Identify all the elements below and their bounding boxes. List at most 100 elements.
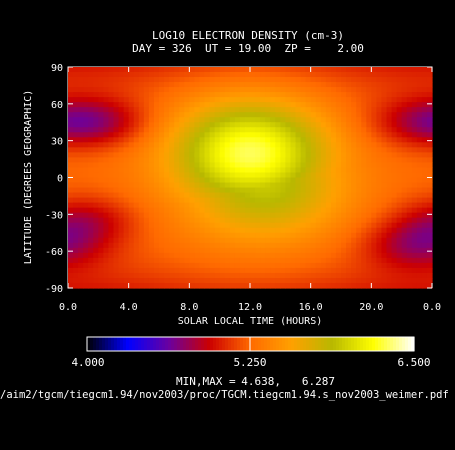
heatmap-cell bbox=[381, 232, 388, 239]
colorbar-swatch bbox=[192, 337, 196, 351]
heatmap-cell bbox=[295, 147, 302, 153]
heatmap-cell bbox=[406, 227, 413, 234]
heatmap-cell bbox=[174, 72, 180, 78]
y-axis-label: LATITUDE (DEGREES GEOGRAPHIC) bbox=[23, 90, 34, 265]
heatmap-cell bbox=[184, 67, 190, 73]
heatmap-cell bbox=[346, 152, 352, 159]
heatmap-cell bbox=[98, 72, 104, 78]
heatmap-cell bbox=[83, 207, 89, 214]
heatmap-cell bbox=[356, 242, 362, 249]
heatmap-cell bbox=[270, 127, 276, 133]
heatmap-cell bbox=[426, 122, 433, 128]
heatmap-cell bbox=[189, 277, 195, 284]
heatmap-cell bbox=[361, 247, 367, 254]
heatmap-cell bbox=[68, 222, 74, 229]
heatmap-cell bbox=[138, 167, 145, 174]
heatmap-cell bbox=[411, 267, 418, 274]
heatmap-cell bbox=[83, 232, 89, 239]
heatmap-cell bbox=[361, 162, 367, 169]
heatmap-cell bbox=[143, 182, 150, 189]
heatmap-cell bbox=[224, 67, 231, 73]
heatmap-cell bbox=[396, 87, 403, 93]
heatmap-cell bbox=[325, 82, 332, 88]
heatmap-cell bbox=[406, 222, 413, 229]
heatmap-cell bbox=[351, 182, 357, 189]
heatmap-cell bbox=[199, 192, 206, 199]
heatmap-cell bbox=[280, 222, 286, 229]
heatmap-cell bbox=[305, 87, 312, 93]
heatmap-cell bbox=[411, 172, 418, 179]
heatmap-cell bbox=[325, 162, 332, 169]
heatmap-cell bbox=[411, 232, 418, 239]
colorbar-swatch bbox=[189, 337, 193, 351]
heatmap-cell bbox=[93, 237, 99, 244]
heatmap-cell bbox=[148, 132, 155, 138]
heatmap-cell bbox=[401, 247, 408, 254]
heatmap-cell bbox=[376, 172, 383, 179]
heatmap-cell bbox=[361, 192, 367, 199]
heatmap-cell bbox=[184, 227, 190, 234]
heatmap-cell bbox=[295, 232, 302, 239]
heatmap-cell bbox=[401, 262, 408, 269]
heatmap-cell bbox=[391, 132, 398, 138]
heatmap-cell bbox=[83, 182, 89, 189]
heatmap-cell bbox=[320, 222, 327, 229]
heatmap-cell bbox=[391, 212, 398, 219]
heatmap-cell bbox=[103, 122, 110, 128]
heatmap-cell bbox=[138, 272, 145, 279]
heatmap-cell bbox=[224, 102, 231, 108]
heatmap-cell bbox=[260, 107, 266, 113]
heatmap-cell bbox=[366, 117, 372, 123]
heatmap-cell bbox=[305, 107, 312, 113]
heatmap-cell bbox=[108, 152, 115, 159]
heatmap-cell bbox=[376, 267, 383, 274]
heatmap-cell bbox=[159, 257, 165, 264]
heatmap-cell bbox=[396, 107, 403, 113]
heatmap-cell bbox=[421, 97, 428, 103]
heatmap-cell bbox=[108, 187, 115, 194]
heatmap-cell bbox=[391, 77, 398, 83]
heatmap-cell bbox=[153, 107, 160, 113]
heatmap-cell bbox=[290, 127, 297, 133]
heatmap-cell bbox=[346, 197, 352, 204]
heatmap-cell bbox=[78, 242, 84, 249]
heatmap-cell bbox=[335, 212, 342, 219]
heatmap-cell bbox=[401, 242, 408, 249]
heatmap-cell bbox=[325, 217, 332, 224]
heatmap-cell bbox=[421, 252, 428, 259]
heatmap-cell bbox=[169, 72, 175, 78]
heatmap-cell bbox=[250, 277, 256, 284]
heatmap-cell bbox=[421, 117, 428, 123]
heatmap-cell bbox=[229, 77, 236, 83]
heatmap-cell bbox=[133, 202, 140, 209]
heatmap-cell bbox=[396, 252, 403, 259]
heatmap-cell bbox=[189, 232, 195, 239]
heatmap-cell bbox=[401, 82, 408, 88]
heatmap-cell bbox=[194, 72, 201, 78]
heatmap-cell bbox=[214, 172, 221, 179]
heatmap-cell bbox=[219, 277, 226, 284]
heatmap-cell bbox=[416, 242, 423, 249]
heatmap-cell bbox=[325, 97, 332, 103]
heatmap-cell bbox=[341, 102, 347, 108]
heatmap-cell bbox=[411, 97, 418, 103]
heatmap-cell bbox=[234, 72, 241, 78]
heatmap-cell bbox=[320, 282, 327, 289]
heatmap-cell bbox=[153, 112, 160, 118]
heatmap-cell bbox=[118, 242, 125, 249]
heatmap-cell bbox=[159, 222, 165, 229]
heatmap-cell bbox=[138, 212, 145, 219]
heatmap-cell bbox=[310, 182, 317, 189]
minmax-label: MIN,MAX = bbox=[176, 375, 236, 388]
heatmap-cell bbox=[381, 132, 388, 138]
heatmap-cell bbox=[128, 267, 135, 274]
heatmap-cell bbox=[356, 227, 362, 234]
heatmap-cell bbox=[83, 132, 89, 138]
heatmap-cell bbox=[169, 117, 175, 123]
heatmap-cell bbox=[401, 202, 408, 209]
heatmap-cell bbox=[310, 137, 317, 143]
heatmap-cell bbox=[265, 117, 271, 123]
heatmap-cell bbox=[234, 202, 241, 209]
heatmap-cell bbox=[351, 102, 357, 108]
heatmap-cell bbox=[265, 267, 271, 274]
